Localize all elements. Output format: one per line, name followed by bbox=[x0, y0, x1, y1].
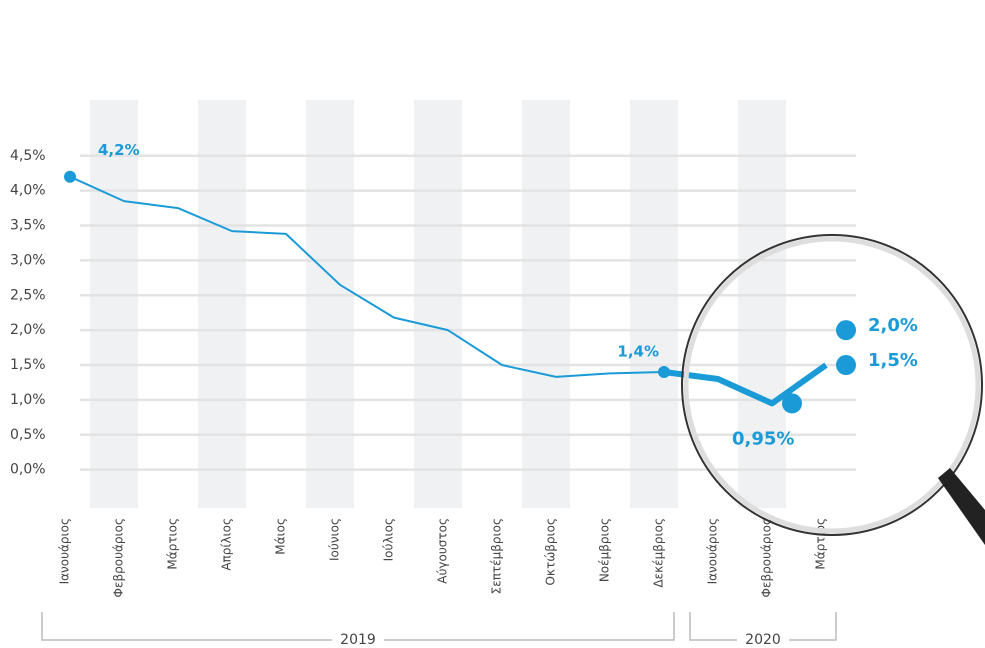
point bbox=[782, 393, 802, 414]
x-tick-label: Νοέμβριος bbox=[598, 518, 612, 582]
point bbox=[836, 355, 856, 376]
group-label: 2019 bbox=[340, 632, 376, 648]
line bbox=[69, 175, 665, 378]
column-stripe bbox=[738, 100, 786, 508]
column-stripe bbox=[522, 100, 570, 508]
y-tick-label: 3,5% bbox=[10, 218, 46, 234]
column-stripe bbox=[198, 100, 246, 508]
value-label: 0,95% bbox=[732, 428, 794, 449]
group-label: 2020 bbox=[745, 632, 781, 648]
y-tick-label: 4,5% bbox=[10, 148, 46, 164]
value-label: 4,2% bbox=[98, 141, 140, 159]
y-tick-label: 2,0% bbox=[10, 322, 46, 338]
value-label: 2,0% bbox=[868, 315, 918, 336]
x-tick-label: Φεβρουάριος bbox=[112, 518, 126, 597]
y-tick-label: 1,0% bbox=[10, 392, 46, 408]
x-tick-label: Οκτώβριος bbox=[544, 518, 558, 586]
x-tick-label: Μάρτιος bbox=[814, 518, 828, 570]
y-tick-label: 2,5% bbox=[10, 287, 46, 303]
point bbox=[64, 170, 76, 183]
point bbox=[658, 366, 670, 378]
y-tick-label: 1,5% bbox=[10, 357, 46, 373]
x-tick-label: Ιούλιος bbox=[382, 518, 396, 561]
column-stripe bbox=[90, 100, 138, 508]
x-tick-label: Μάρτιος bbox=[166, 518, 180, 570]
x-tick-label: Σεπτέμβριος bbox=[490, 518, 504, 594]
x-tick-label: Δεκέμβριος bbox=[652, 518, 666, 588]
y-tick-label: 0,0% bbox=[10, 462, 46, 478]
value-label: 1,5% bbox=[868, 350, 918, 371]
group-bracket bbox=[41, 612, 675, 641]
x-tick-label: Μάιος bbox=[274, 518, 288, 555]
magnifier bbox=[681, 234, 985, 545]
column-stripe bbox=[306, 100, 354, 508]
y-tick-label: 3,0% bbox=[10, 252, 46, 268]
x-tick-label: Απρίλιος bbox=[220, 518, 234, 571]
x-tick-label: Ιούνιος bbox=[328, 518, 342, 561]
point bbox=[836, 320, 856, 341]
x-tick-label: Φεβρουάριος bbox=[760, 518, 774, 597]
y-tick-label: 4,0% bbox=[10, 183, 46, 199]
x-tick-label: Ιανουάριος bbox=[706, 518, 720, 584]
column-stripe bbox=[630, 100, 678, 508]
y-tick-label: 0,5% bbox=[10, 427, 46, 443]
column-stripe bbox=[414, 100, 462, 508]
line-magnified bbox=[663, 362, 828, 407]
group-bracket bbox=[689, 612, 837, 641]
value-label: 1,4% bbox=[617, 343, 659, 361]
x-tick-label: Αύγουστος bbox=[436, 518, 450, 584]
x-tick-label: Ιανουάριος bbox=[58, 518, 72, 584]
